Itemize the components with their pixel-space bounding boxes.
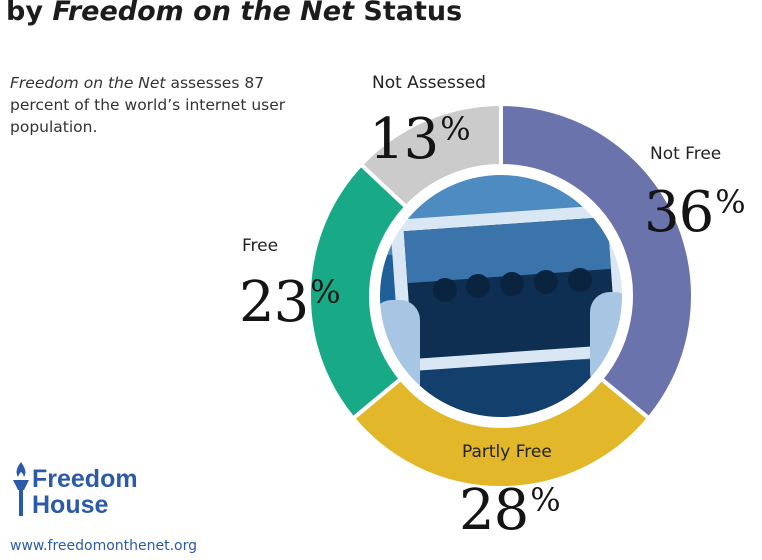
value-free: 23% bbox=[239, 270, 341, 335]
title-suffix: Status bbox=[363, 0, 463, 27]
label-not-free: Not Free bbox=[650, 144, 722, 164]
title-emphasis: Freedom on the Net bbox=[52, 0, 354, 27]
logo-line2: House bbox=[32, 491, 109, 519]
label-partly-free: Partly Free bbox=[462, 442, 552, 462]
value-partly-free: 28% bbox=[459, 478, 561, 543]
website-link[interactable]: www.freedomonthenet.org bbox=[10, 538, 198, 554]
intro-text: Freedom on the Net assesses 87 percent o… bbox=[10, 72, 310, 138]
center-photo-border bbox=[378, 173, 624, 419]
chart-title: by Freedom on the Net Status bbox=[6, 0, 462, 27]
value-not-free: 36% bbox=[644, 180, 746, 245]
title-prefix: by bbox=[6, 0, 43, 27]
torch-icon bbox=[13, 462, 29, 516]
intro-rest: assesses 87 percent of the world’s inter… bbox=[10, 74, 286, 136]
logo-line1: Freedom bbox=[32, 465, 138, 493]
label-free: Free bbox=[242, 236, 279, 256]
value-not-assessed: 13% bbox=[369, 107, 471, 172]
intro-emphasis: Freedom on the Net bbox=[10, 74, 166, 92]
label-not-assessed: Not Assessed bbox=[372, 73, 486, 93]
logo-wordmark: Freedom House bbox=[32, 466, 182, 518]
freedom-house-logo: Freedom House bbox=[10, 460, 138, 524]
photo-protest-tablet-icon bbox=[379, 174, 623, 418]
